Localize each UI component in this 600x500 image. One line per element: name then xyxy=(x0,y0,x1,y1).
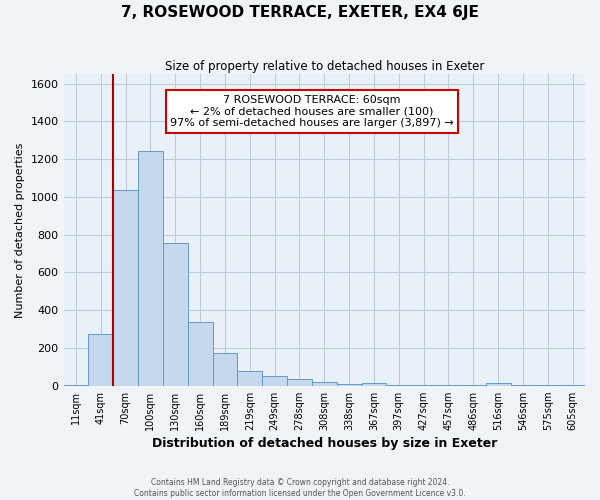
Bar xyxy=(212,352,238,386)
X-axis label: Distribution of detached houses by size in Exeter: Distribution of detached houses by size … xyxy=(152,437,497,450)
Title: Size of property relative to detached houses in Exeter: Size of property relative to detached ho… xyxy=(164,60,484,73)
Bar xyxy=(362,384,386,386)
Text: 7, ROSEWOOD TERRACE, EXETER, EX4 6JE: 7, ROSEWOOD TERRACE, EXETER, EX4 6JE xyxy=(121,5,479,20)
Bar xyxy=(88,334,113,386)
Bar xyxy=(113,190,138,386)
Bar xyxy=(138,150,163,386)
Bar xyxy=(485,384,511,386)
Y-axis label: Number of detached properties: Number of detached properties xyxy=(15,142,25,318)
Bar xyxy=(461,385,485,386)
Bar xyxy=(312,382,337,386)
Bar xyxy=(511,385,535,386)
Bar xyxy=(436,385,461,386)
Bar xyxy=(411,385,436,386)
Text: Contains HM Land Registry data © Crown copyright and database right 2024.
Contai: Contains HM Land Registry data © Crown c… xyxy=(134,478,466,498)
Bar xyxy=(386,385,411,386)
Bar xyxy=(163,243,188,386)
Text: 7 ROSEWOOD TERRACE: 60sqm
← 2% of detached houses are smaller (100)
97% of semi-: 7 ROSEWOOD TERRACE: 60sqm ← 2% of detach… xyxy=(170,95,454,128)
Bar xyxy=(287,378,312,386)
Bar xyxy=(64,385,88,386)
Bar xyxy=(188,322,212,386)
Bar xyxy=(535,385,560,386)
Bar xyxy=(262,376,287,386)
Bar xyxy=(238,370,262,386)
Bar xyxy=(337,384,362,386)
Bar xyxy=(560,385,585,386)
